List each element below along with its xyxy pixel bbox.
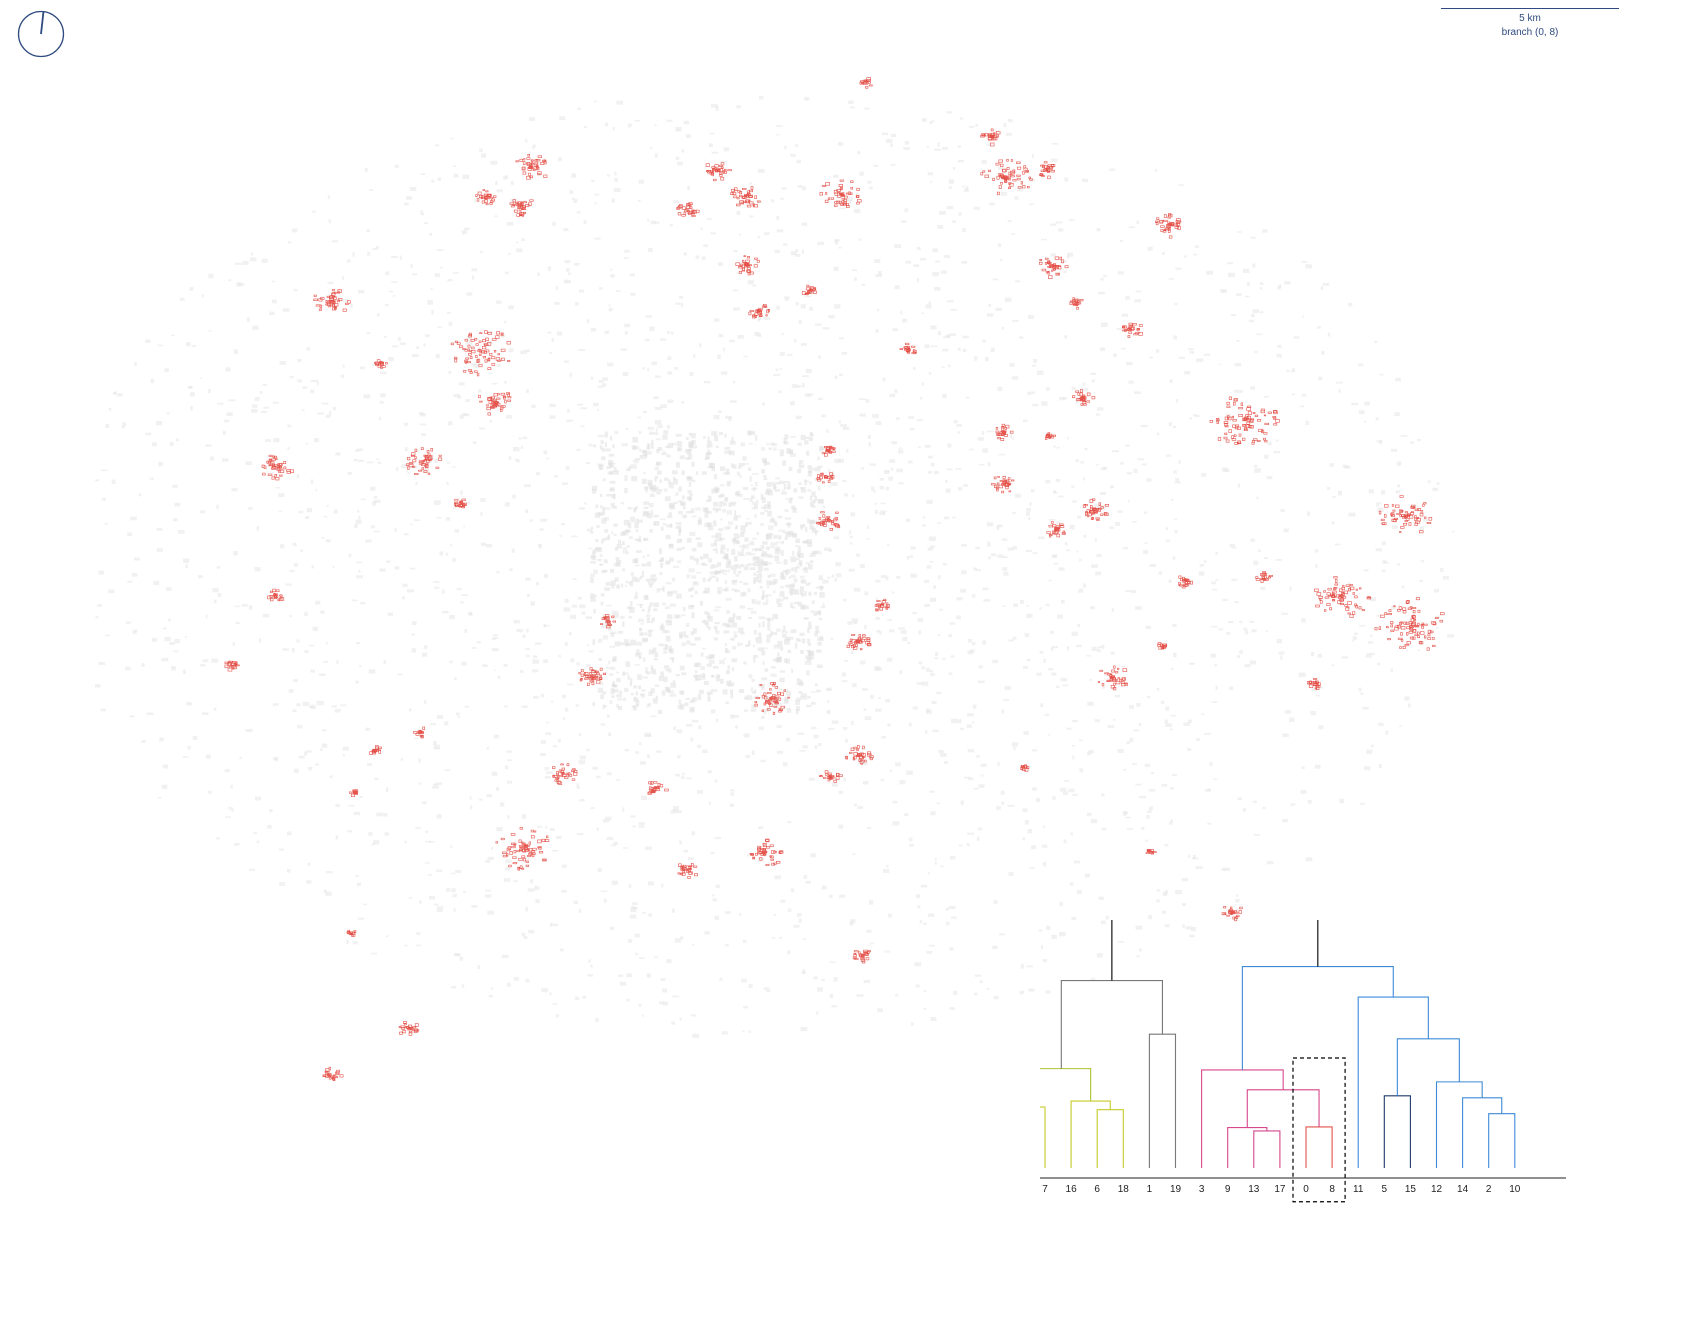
dendrogram-link: [1383, 1095, 1411, 1168]
dendrogram-link: [1396, 1038, 1460, 1096]
leaf-label: 7: [1042, 1184, 1048, 1195]
dendrogram-link: [1201, 1069, 1284, 1168]
dendrogram-chart: 01020304071661811939131708115151214210: [1040, 920, 1566, 1203]
compass-icon: [17, 10, 65, 58]
leaf-label: 3: [1199, 1184, 1205, 1195]
scale-bar-line: [1441, 8, 1619, 9]
leaf-label: 0: [1303, 1184, 1309, 1195]
dendrogram-link: [1462, 1097, 1503, 1168]
dendrogram-link: [1111, 920, 1319, 981]
dendrogram-link: [1246, 1089, 1320, 1128]
leaf-label: 12: [1431, 1184, 1443, 1195]
leaf-label: 8: [1329, 1184, 1335, 1195]
scale-bar: 5 km branch (0, 8): [1441, 8, 1619, 40]
leaf-label: 6: [1094, 1184, 1100, 1195]
leaf-label: 9: [1225, 1184, 1231, 1195]
leaf-label: 14: [1457, 1184, 1469, 1195]
leaf-label: 15: [1405, 1184, 1417, 1195]
leaf-label: 2: [1486, 1184, 1492, 1195]
leaf-label: 16: [1066, 1184, 1078, 1195]
leaf-label: 17: [1274, 1184, 1286, 1195]
leaf-label: 1: [1147, 1184, 1153, 1195]
leaf-label: 19: [1170, 1184, 1182, 1195]
dendrogram-link: [1227, 1127, 1268, 1168]
dendrogram-link: [1241, 966, 1394, 1070]
branch-label: branch (0, 8): [1501, 27, 1559, 38]
dendrogram-link: [1488, 1113, 1516, 1168]
dendrogram-link: [1357, 996, 1429, 1168]
dendrogram-link: [1305, 1126, 1333, 1168]
dendrogram-link: [1040, 1106, 1046, 1168]
dendrogram-link: [1060, 979, 1163, 1069]
dendrogram-link: [1148, 1033, 1177, 1168]
dendrogram-link: [1435, 1081, 1483, 1168]
dendrogram-link: [1253, 1130, 1281, 1168]
leaf-label: 5: [1382, 1184, 1388, 1195]
leaf-label: 13: [1248, 1184, 1260, 1195]
scale-distance-label: 5 km: [1519, 13, 1541, 24]
leaf-label: 18: [1118, 1184, 1130, 1195]
building-footprints: [95, 77, 1455, 1081]
dendrogram-link: [1096, 1109, 1124, 1168]
dendrogram-link: [1070, 1100, 1111, 1168]
highlighted-branch-box: [1292, 1057, 1346, 1203]
leaf-label: 11: [1353, 1184, 1364, 1195]
leaf-label: 10: [1509, 1184, 1521, 1195]
